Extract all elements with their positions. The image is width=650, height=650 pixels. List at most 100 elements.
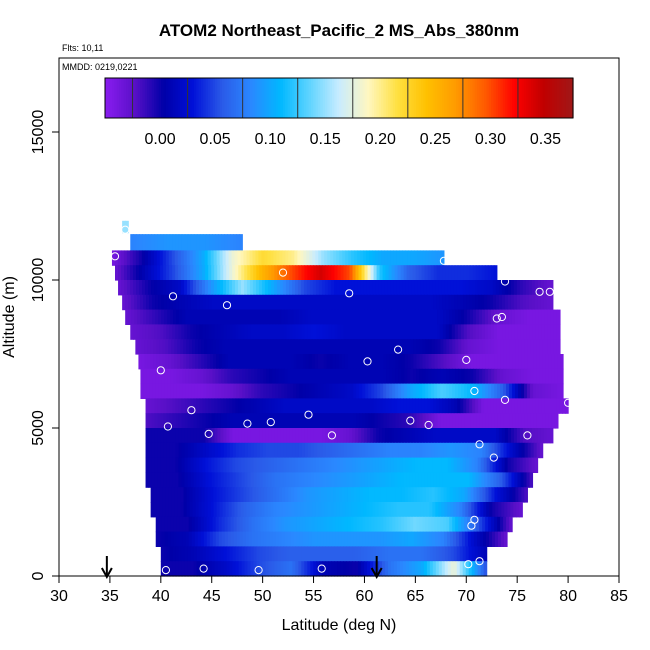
heatmap-cell <box>277 324 282 340</box>
heatmap-cell <box>337 561 341 577</box>
heatmap-cell <box>419 368 423 385</box>
heatmap-cell <box>296 531 301 547</box>
heatmap-cell <box>164 531 169 547</box>
heatmap-cell <box>255 354 259 370</box>
heatmap-cell <box>414 457 419 473</box>
heatmap-cell <box>464 531 469 547</box>
heatmap-cell <box>382 398 386 414</box>
heatmap-cell <box>311 442 315 459</box>
heatmap-cell <box>521 413 526 429</box>
heatmap-cell <box>262 294 267 311</box>
colorbar-swatch <box>472 78 476 118</box>
heatmap-cell <box>410 250 415 266</box>
heatmap-cell <box>130 265 134 281</box>
heatmap-cell <box>482 487 487 503</box>
heatmap-cell <box>316 472 321 488</box>
heatmap-cell <box>462 428 467 444</box>
heatmap-cell <box>522 428 527 444</box>
heatmap-cell <box>250 428 254 444</box>
heatmap-cell <box>329 368 333 385</box>
heatmap-cell <box>545 383 549 399</box>
heatmap-cell <box>215 309 219 325</box>
heatmap-cell <box>477 457 482 473</box>
heatmap-cell <box>191 368 195 385</box>
heatmap-cell <box>199 472 204 488</box>
heatmap-cell <box>467 339 471 355</box>
heatmap-cell <box>392 354 397 370</box>
heatmap-cell <box>481 294 485 311</box>
heatmap-cell <box>262 265 266 281</box>
heatmap-cell <box>392 516 396 533</box>
heatmap-cell <box>224 516 229 533</box>
heatmap-cell <box>295 294 300 311</box>
heatmap-cell <box>410 309 414 325</box>
heatmap-cell <box>381 457 386 473</box>
heatmap-cell <box>542 354 546 370</box>
heatmap-cell <box>542 368 546 385</box>
heatmap-cell <box>421 294 425 311</box>
heatmap-cell <box>210 354 214 370</box>
heatmap-cell <box>554 368 558 385</box>
heatmap-cell <box>413 442 417 459</box>
heatmap-cell <box>516 294 521 311</box>
heatmap-cell <box>326 383 330 399</box>
heatmap-cell <box>341 339 346 355</box>
heatmap-cell <box>265 324 270 340</box>
heatmap-cell <box>216 339 220 355</box>
heatmap-cell <box>501 457 506 473</box>
heatmap-cell <box>217 280 221 296</box>
heatmap-cell <box>255 502 260 518</box>
heatmap-cell <box>134 294 138 311</box>
heatmap-cell <box>522 280 527 296</box>
heatmap-cell <box>190 413 195 429</box>
heatmap-cell <box>416 339 421 355</box>
heatmap-cell <box>190 546 195 562</box>
heatmap-cell <box>256 265 260 281</box>
heatmap-cell <box>349 398 353 414</box>
heatmap-cell <box>373 472 378 488</box>
heatmap-cell <box>262 472 267 488</box>
heatmap-cell <box>207 339 211 355</box>
heatmap-cell <box>237 502 242 518</box>
heatmap-cell <box>493 265 498 281</box>
heatmap-cell <box>420 502 424 518</box>
heatmap-cell <box>193 265 197 281</box>
heatmap-cell <box>383 354 388 370</box>
heatmap-cell <box>292 561 296 577</box>
heatmap-cell <box>436 294 440 311</box>
heatmap-cell <box>485 531 490 547</box>
heatmap-cell <box>366 457 371 473</box>
heatmap-cell <box>480 280 485 296</box>
heatmap-cell <box>340 561 344 577</box>
heatmap-cell <box>153 250 158 266</box>
heatmap-cell <box>384 457 389 473</box>
colorbar-swatch <box>133 78 137 118</box>
colorbar-swatch <box>303 78 307 118</box>
heatmap-cell <box>416 250 421 266</box>
heatmap-cell <box>532 324 537 340</box>
heatmap-cell <box>466 294 470 311</box>
colorbar-swatch <box>423 78 427 118</box>
heatmap-cell <box>494 442 499 459</box>
heatmap-cell <box>283 561 287 577</box>
heatmap-cell <box>232 472 237 488</box>
heatmap-cell <box>527 383 531 399</box>
heatmap-cell <box>151 324 155 340</box>
heatmap-cell <box>145 265 149 281</box>
heatmap-cell <box>222 339 226 355</box>
heatmap-cell <box>251 339 256 355</box>
colorbar-swatch <box>114 78 118 118</box>
sample-point <box>475 440 484 449</box>
heatmap-cell <box>259 546 264 562</box>
heatmap-cell <box>397 472 402 488</box>
heatmap-cell <box>371 339 376 355</box>
heatmap-cell <box>518 368 522 385</box>
heatmap-cell <box>223 413 228 429</box>
heatmap-cell <box>178 413 183 429</box>
heatmap-cell <box>298 294 303 311</box>
heatmap-cell <box>402 457 407 473</box>
heatmap-cell <box>244 398 249 414</box>
sample-point <box>489 453 498 462</box>
heatmap-cell <box>376 398 380 414</box>
heatmap-cell <box>178 561 183 577</box>
